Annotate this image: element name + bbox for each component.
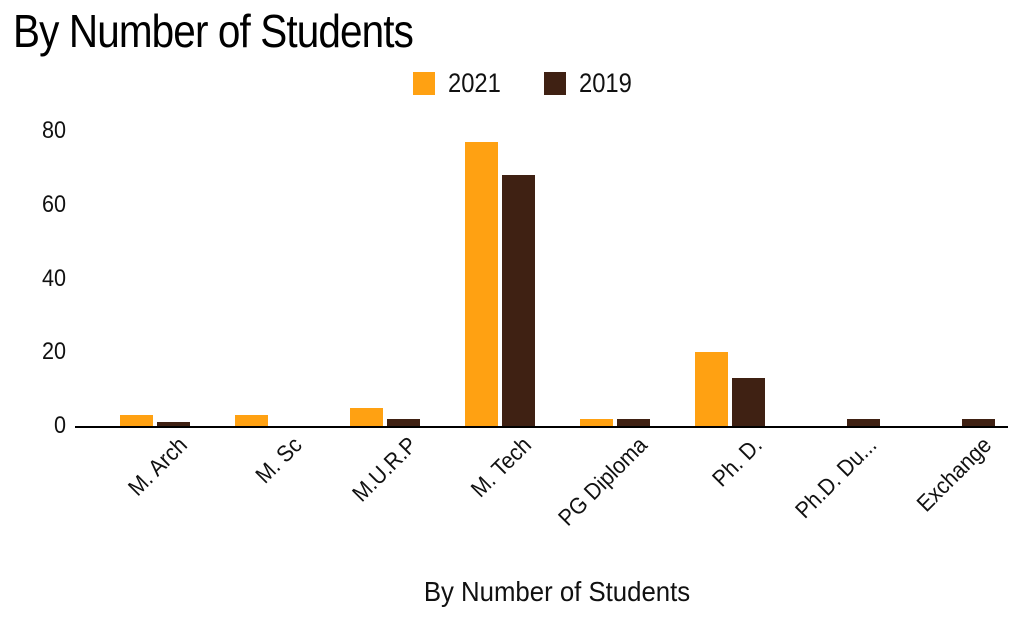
plot-area (97, 131, 1010, 426)
category-slot-m-u-r-p (327, 131, 442, 426)
legend-swatch-2019 (544, 72, 567, 95)
bar-2021-m-u-r-p[interactable] (349, 407, 383, 426)
y-tick-label: 40 (41, 264, 66, 292)
legend-label: 2019 (579, 68, 632, 98)
x-tick-label-exchange: Exchange (911, 431, 997, 517)
legend-label: 2021 (448, 68, 501, 98)
legend-swatch-2021 (413, 72, 435, 95)
y-tick-label: 80 (41, 117, 66, 144)
legend-item-2019[interactable]: 2019 (544, 68, 639, 99)
x-tick-label-m-arch: M. Arch (122, 431, 192, 501)
x-tick-label-m-u-r-p: M.U.R.P (346, 431, 422, 507)
category-slot-m-tech (442, 131, 557, 426)
category-slot-m-sc (212, 131, 327, 426)
bar-2019-m-tech[interactable] (501, 175, 535, 426)
bar-2019-ph-d[interactable] (731, 378, 765, 426)
x-axis-title: By Number of Students (423, 576, 691, 607)
bar-2019-ph-d-du[interactable] (846, 418, 880, 426)
x-tick-label-pg-diploma: PG Diploma (552, 431, 652, 531)
chart-title: By Number of Students (13, 5, 414, 57)
bar-2019-m-arch[interactable] (156, 422, 190, 426)
category-slot-m-arch (97, 131, 212, 426)
x-tick-label-m-tech: M. Tech (465, 431, 537, 503)
category-slot-pg-diploma (557, 131, 672, 426)
y-tick-label: 60 (41, 190, 66, 218)
legend: 2021 2019 (413, 68, 639, 99)
x-tick-label-ph-d-du: Ph.D. Du... (789, 431, 882, 524)
bar-2019-m-u-r-p[interactable] (386, 418, 420, 426)
bar-2021-ph-d[interactable] (694, 352, 728, 426)
category-slot-ph-d-du (787, 131, 902, 426)
legend-item-2021[interactable]: 2021 (413, 68, 508, 99)
x-tick-label-m-sc: M. Sc (249, 431, 307, 489)
category-slot-exchange (902, 131, 1010, 426)
x-axis-line (75, 426, 1008, 428)
category-slot-ph-d (672, 131, 787, 426)
bar-2019-pg-diploma[interactable] (616, 418, 650, 426)
y-tick-label: 0 (53, 412, 66, 439)
bar-2021-pg-diploma[interactable] (579, 418, 613, 426)
bar-2021-m-sc[interactable] (234, 414, 268, 426)
bar-2019-exchange[interactable] (961, 418, 995, 426)
bar-2021-m-arch[interactable] (119, 414, 153, 426)
bar-2021-m-tech[interactable] (464, 142, 498, 426)
y-tick-label: 20 (41, 338, 66, 366)
x-tick-label-ph-d: Ph. D. (706, 431, 767, 492)
